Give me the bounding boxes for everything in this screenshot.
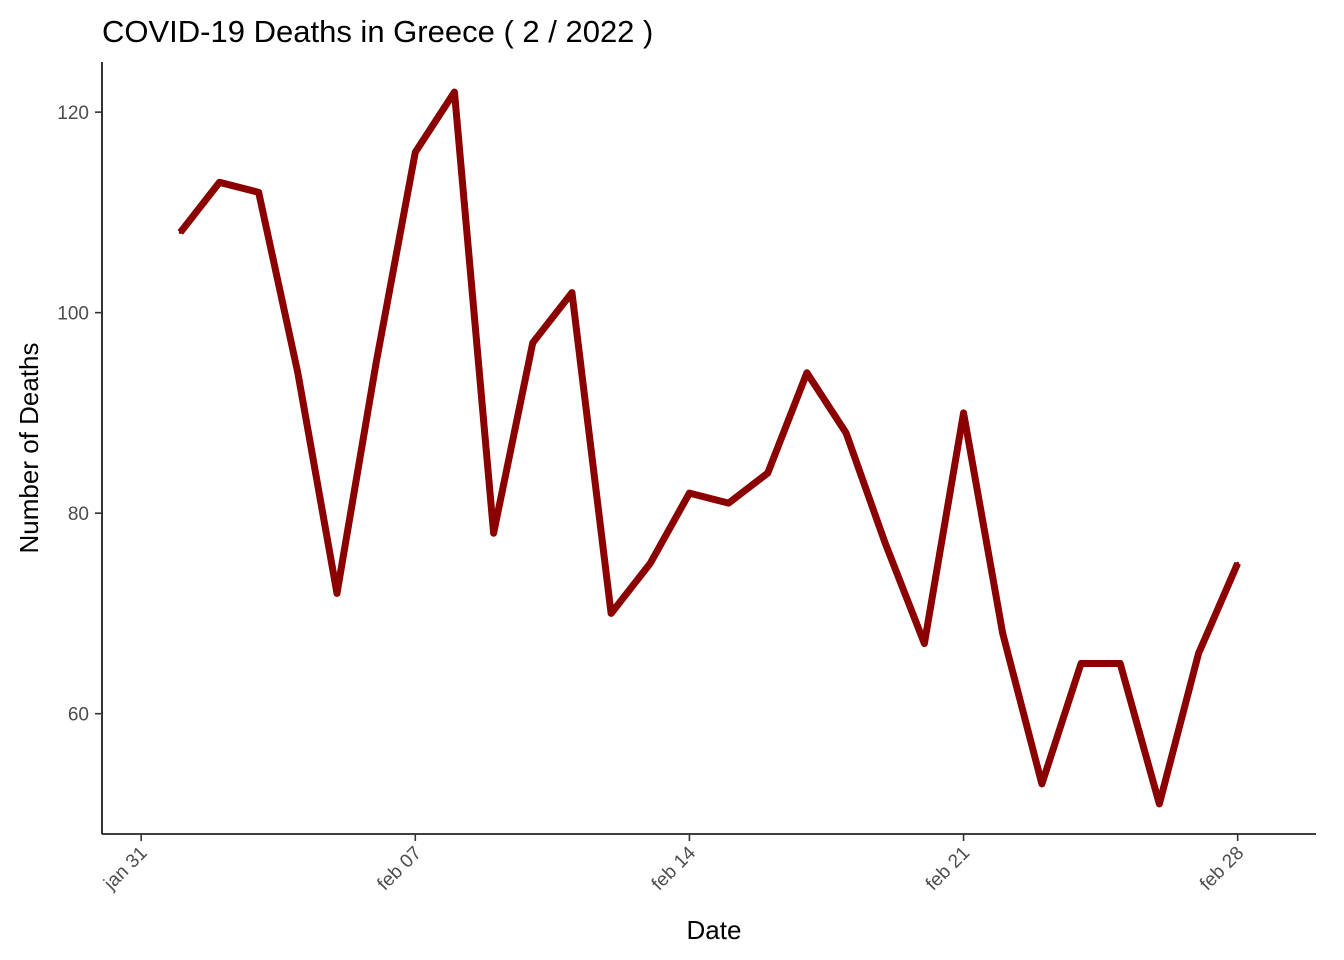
data-point	[1079, 662, 1083, 666]
y-tick-label: 60	[68, 705, 89, 726]
data-point	[962, 411, 966, 415]
data-point	[335, 591, 339, 595]
data-point	[413, 150, 417, 154]
data-point	[844, 431, 848, 435]
data-point	[1040, 782, 1044, 786]
data-point	[1001, 631, 1005, 635]
x-axis-title: Date	[687, 915, 742, 945]
y-tick-label: 120	[57, 103, 89, 124]
data-point	[922, 642, 926, 646]
data-point	[1197, 652, 1201, 656]
data-point	[687, 491, 691, 495]
data-point	[1236, 561, 1240, 565]
data-point	[570, 291, 574, 295]
data-point	[766, 471, 770, 475]
data-point	[1157, 802, 1161, 806]
series-line	[177, 88, 1241, 808]
y-axis-title: Number of Deaths	[14, 343, 44, 554]
y-tick-label: 80	[68, 504, 89, 525]
data-point	[492, 531, 496, 535]
data-point	[805, 371, 809, 375]
data-point	[257, 190, 261, 194]
data-point	[178, 230, 182, 234]
data-point	[609, 611, 613, 615]
data-point	[452, 90, 456, 94]
chart-title: COVID-19 Deaths in Greece ( 2 / 2022 )	[102, 14, 653, 49]
data-point	[883, 541, 887, 545]
y-tick-label: 100	[57, 304, 89, 325]
data-point	[1118, 662, 1122, 666]
data-point	[727, 501, 731, 505]
data-point	[217, 180, 221, 184]
data-point	[531, 341, 535, 345]
data-point	[374, 361, 378, 365]
data-point	[296, 371, 300, 375]
data-point	[648, 561, 652, 565]
